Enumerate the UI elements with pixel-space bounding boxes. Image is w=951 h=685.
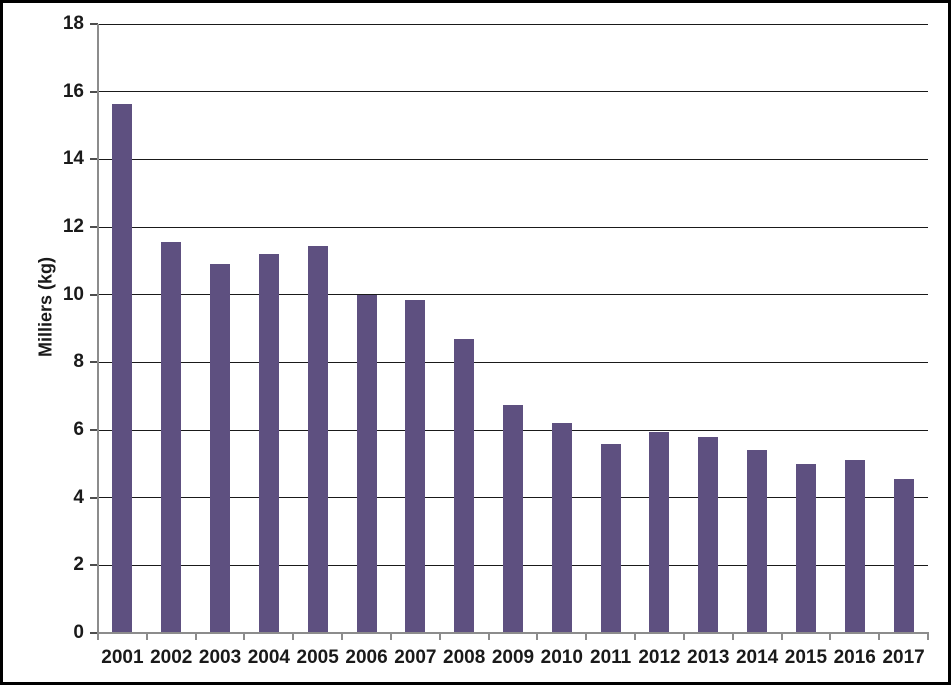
gridline — [98, 23, 928, 25]
bar-2017 — [893, 479, 914, 633]
x-tick-label: 2009 — [491, 647, 535, 668]
bar-2007 — [405, 299, 426, 633]
bar-2003 — [210, 264, 231, 633]
x-tick-label: 2006 — [345, 647, 388, 668]
y-axis-tick — [90, 293, 98, 296]
x-tick-label: 2001 — [101, 647, 144, 668]
y-tick-label: 6 — [73, 419, 84, 440]
bar-2011 — [600, 443, 621, 633]
x-axis-tick — [829, 634, 832, 640]
y-tick-label: 12 — [62, 216, 84, 237]
bar-2012 — [649, 431, 670, 633]
y-tick-label: 18 — [62, 13, 84, 34]
x-axis-tick — [487, 634, 490, 640]
gridline — [98, 361, 928, 363]
x-tick-label: 2003 — [198, 647, 242, 668]
y-axis-tick — [90, 361, 98, 364]
y-tick-label: 16 — [62, 80, 84, 102]
y-axis-tick — [90, 226, 98, 228]
gridline — [98, 91, 928, 93]
gridline — [98, 294, 928, 296]
bar-2008 — [454, 338, 475, 633]
gridline — [98, 226, 928, 228]
x-axis-line — [97, 632, 929, 634]
x-axis-tick — [927, 634, 929, 640]
gridline — [98, 158, 928, 160]
x-tick-label: 2008 — [443, 647, 486, 668]
x-axis-tick — [731, 634, 734, 640]
y-axis-tick — [90, 564, 98, 567]
x-tick-label: 2005 — [296, 647, 339, 668]
y-tick-label: 4 — [73, 486, 84, 508]
x-tick-label: 2010 — [540, 647, 583, 668]
x-axis-tick — [634, 634, 637, 640]
y-axis-line — [97, 24, 99, 634]
x-axis-tick — [341, 634, 344, 640]
x-tick-label: 2015 — [784, 647, 828, 668]
x-tick-label: 2017 — [882, 647, 925, 668]
x-axis-tick — [292, 634, 295, 640]
plot-area: 0 2 4 6 8 10 12 14 16 18 2001 2002 2003 2004 2005 2006 2… — [3, 3, 948, 682]
x-tick-label: 2007 — [394, 647, 437, 668]
bar-2001 — [112, 103, 133, 633]
bar-2009 — [503, 404, 523, 633]
bar-2015 — [795, 463, 816, 633]
x-axis-tick — [780, 634, 783, 640]
y-tick-label: 8 — [73, 351, 84, 373]
y-tick-label: 0 — [73, 622, 84, 643]
bar-2005 — [307, 245, 328, 633]
y-axis-tick — [90, 90, 98, 93]
bar-2016 — [844, 460, 865, 633]
x-axis-tick — [878, 634, 881, 640]
y-axis-tick — [90, 158, 98, 161]
y-tick-label: 2 — [73, 554, 84, 576]
x-tick-label: 2016 — [833, 647, 876, 668]
bar-2014 — [747, 450, 768, 633]
x-axis-tick — [145, 634, 148, 640]
bar-2004 — [258, 254, 279, 633]
x-axis-tick — [682, 634, 685, 640]
y-axis-tick — [90, 429, 98, 431]
y-axis-tick — [90, 23, 98, 25]
bar-2006 — [356, 294, 377, 633]
x-axis-tick — [389, 634, 392, 640]
bar-2013 — [698, 436, 719, 633]
x-tick-label: 2002 — [150, 647, 193, 668]
x-axis-tick — [536, 634, 539, 640]
x-axis-tick — [97, 634, 99, 640]
y-axis-tick — [90, 632, 98, 634]
x-tick-label: 2013 — [687, 647, 730, 668]
y-axis-tick — [90, 496, 98, 499]
x-axis-tick — [585, 634, 588, 640]
x-axis-tick — [243, 634, 246, 640]
x-axis-tick — [194, 634, 197, 640]
x-tick-label: 2004 — [247, 647, 291, 668]
bar-2002 — [161, 242, 182, 633]
x-axis-tick — [438, 634, 441, 640]
bar-2010 — [551, 423, 572, 633]
y-tick-label: 14 — [62, 148, 84, 170]
x-tick-label: 2012 — [638, 647, 681, 668]
x-tick-label: 2011 — [590, 647, 632, 668]
x-tick-label: 2014 — [735, 647, 779, 668]
y-tick-label: 10 — [62, 283, 84, 305]
